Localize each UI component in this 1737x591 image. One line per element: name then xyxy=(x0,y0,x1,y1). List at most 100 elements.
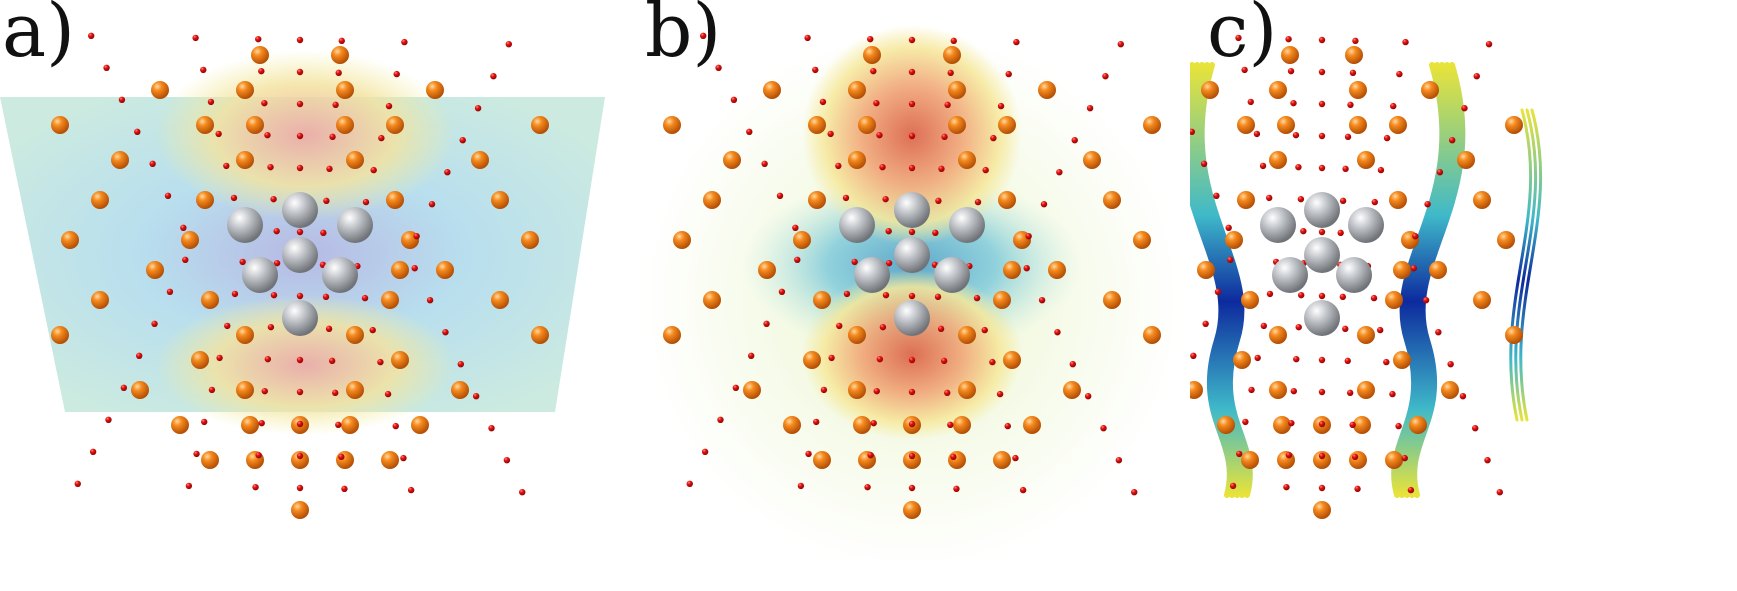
orange-atom xyxy=(993,451,1011,469)
red-atom xyxy=(715,64,722,72)
red-atom xyxy=(1448,137,1456,144)
red-atom xyxy=(797,482,805,490)
orange-atom xyxy=(411,416,429,434)
orange-atom xyxy=(1385,451,1403,469)
panel-a: a) xyxy=(0,0,620,591)
red-atom xyxy=(908,164,916,172)
orange-atom xyxy=(803,351,821,369)
red-atom xyxy=(1213,192,1220,199)
red-atom xyxy=(851,258,858,266)
orange-atom xyxy=(813,451,831,469)
orange-atom xyxy=(291,451,309,469)
orange-atom xyxy=(1421,81,1439,99)
red-atom xyxy=(835,162,842,170)
red-atom xyxy=(1225,224,1232,231)
orange-atom xyxy=(1441,381,1459,399)
streamline-inner xyxy=(1198,62,1253,498)
orange-atom xyxy=(998,191,1016,209)
red-atom xyxy=(378,134,385,142)
streamline-outer xyxy=(1509,108,1533,422)
orange-atom xyxy=(1143,326,1161,344)
red-atom xyxy=(950,37,957,45)
orange-atom xyxy=(341,416,359,434)
red-atom xyxy=(231,290,239,298)
panel-c-figure xyxy=(1190,26,1543,584)
orange-atom xyxy=(171,416,189,434)
orange-atom xyxy=(1357,151,1375,169)
streamline-inner xyxy=(1190,62,1233,498)
red-atom xyxy=(1235,34,1242,42)
red-atom xyxy=(1254,354,1261,362)
red-atom xyxy=(1377,166,1385,174)
red-atom xyxy=(1202,320,1209,327)
red-atom xyxy=(1349,69,1357,77)
orange-atom xyxy=(191,351,209,369)
red-atom xyxy=(867,35,874,43)
red-atom xyxy=(401,38,408,46)
red-atom xyxy=(385,102,393,110)
streamline-inner xyxy=(1396,62,1451,498)
red-atom xyxy=(384,390,392,398)
center-atom xyxy=(242,257,278,293)
red-atom xyxy=(442,329,449,336)
red-atom xyxy=(208,386,216,394)
center-atom xyxy=(1348,207,1384,243)
red-atom xyxy=(1318,228,1326,236)
red-atom xyxy=(908,228,916,236)
red-atom xyxy=(323,197,330,205)
red-atom xyxy=(935,197,942,205)
orange-atom xyxy=(1197,261,1215,279)
red-atom xyxy=(908,68,916,76)
red-atom xyxy=(519,489,526,496)
red-atom xyxy=(255,35,262,43)
red-atom xyxy=(1435,329,1442,336)
red-atom xyxy=(267,163,274,171)
orange-atom xyxy=(723,151,741,169)
red-atom xyxy=(505,41,512,48)
red-atom xyxy=(1102,73,1109,80)
red-atom xyxy=(1190,128,1196,135)
red-atom xyxy=(1285,35,1292,43)
red-atom xyxy=(320,229,327,237)
red-atom xyxy=(296,228,304,236)
orange-atom xyxy=(1269,381,1287,399)
red-atom xyxy=(748,352,755,359)
streamline-inner xyxy=(1406,62,1461,498)
center-atom xyxy=(1304,300,1340,336)
red-atom xyxy=(842,194,850,202)
red-atom xyxy=(400,454,407,462)
red-atom xyxy=(325,325,333,333)
center-atom xyxy=(282,192,318,228)
orange-atom xyxy=(391,261,409,279)
red-atom xyxy=(989,358,996,366)
red-atom xyxy=(1376,326,1384,334)
orange-atom xyxy=(91,191,109,209)
red-atom xyxy=(322,293,330,301)
red-atom xyxy=(1248,386,1255,394)
orange-atom xyxy=(1237,191,1255,209)
red-atom xyxy=(426,297,434,304)
red-atom xyxy=(1412,233,1419,240)
orange-atom xyxy=(1103,291,1121,309)
streamline-inner xyxy=(1401,62,1456,498)
orange-atom xyxy=(1269,81,1287,99)
red-atom xyxy=(1354,485,1361,493)
red-atom xyxy=(820,386,828,394)
red-atom xyxy=(474,105,482,112)
orange-atom xyxy=(1277,451,1295,469)
red-atom xyxy=(490,73,497,80)
red-atom xyxy=(1297,291,1305,299)
red-atom xyxy=(870,419,877,427)
orange-atom xyxy=(853,416,871,434)
orange-atom xyxy=(958,381,976,399)
red-atom xyxy=(338,453,345,461)
orange-atom xyxy=(1473,291,1491,309)
red-atom xyxy=(74,480,81,487)
streamline-inner xyxy=(1190,62,1243,498)
orange-atom xyxy=(111,151,129,169)
orange-atom xyxy=(196,116,214,134)
red-atom xyxy=(864,483,871,491)
red-atom xyxy=(296,132,304,140)
orange-atom xyxy=(1385,291,1403,309)
orange-atom xyxy=(391,351,409,369)
